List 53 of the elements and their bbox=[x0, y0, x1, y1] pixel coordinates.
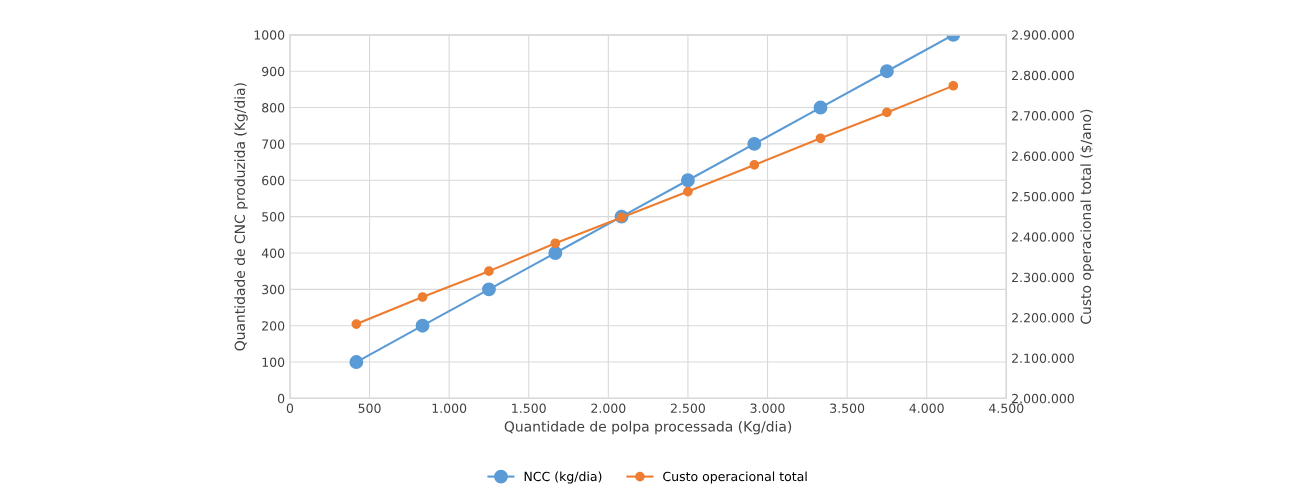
y-tick-label: 200 bbox=[262, 321, 285, 331]
point bbox=[351, 319, 362, 329]
y2-tick-label: 2.800.000 bbox=[1012, 70, 1074, 81]
y2-tick-label: 2.300.000 bbox=[1012, 272, 1074, 283]
y-tick-label: 800 bbox=[262, 103, 285, 113]
point bbox=[747, 136, 762, 151]
y2-tick-label: 2.700.000 bbox=[1012, 111, 1074, 121]
y-tick-label: 400 bbox=[261, 248, 285, 258]
point bbox=[813, 100, 828, 115]
x-tick-label: 0 bbox=[286, 403, 294, 413]
x-tick-label: 4.000 bbox=[909, 403, 944, 413]
y2-tick-label: 2.100.000 bbox=[1012, 353, 1074, 363]
point bbox=[484, 266, 494, 277]
x-tick-label: 4.500 bbox=[989, 403, 1024, 413]
point bbox=[879, 64, 894, 79]
point bbox=[550, 238, 561, 249]
point bbox=[882, 107, 892, 118]
point bbox=[683, 186, 693, 197]
y2-tick-label: 2.500.000 bbox=[1012, 191, 1074, 202]
point bbox=[680, 173, 695, 188]
y-tick-label: 0 bbox=[277, 393, 285, 404]
y2-tick-label: 2.200.000 bbox=[1012, 313, 1074, 323]
point bbox=[948, 80, 959, 91]
point bbox=[415, 318, 430, 333]
y-axis-title: Quantidade de CNC produzida (Kg/dia) bbox=[234, 83, 248, 351]
legend-label: Custo operacional total bbox=[663, 471, 807, 484]
y-tick-label: 900 bbox=[262, 66, 285, 77]
point bbox=[417, 292, 428, 302]
x-tick-label: 2.500 bbox=[670, 403, 705, 413]
y-tick-label: 100 bbox=[262, 357, 285, 367]
point bbox=[548, 246, 563, 260]
y-tick-label: 600 bbox=[262, 175, 285, 186]
y-tick-label: 700 bbox=[262, 139, 285, 149]
x-tick-label: 2.000 bbox=[591, 403, 626, 413]
y2-tick-label: 2.900.000 bbox=[1012, 30, 1074, 40]
point bbox=[481, 282, 496, 297]
point bbox=[349, 355, 364, 369]
y-tick-label: 1000 bbox=[254, 30, 285, 40]
y2-tick-label: 2.000.000 bbox=[1012, 393, 1074, 404]
y-tick-label: 500 bbox=[262, 212, 285, 222]
legend-label: NCC (kg/dia) bbox=[524, 471, 602, 484]
y2-tick-label: 2.600.000 bbox=[1012, 151, 1074, 161]
x-tick-label: 3.000 bbox=[750, 403, 785, 413]
y2-axis-title: Custo operacional total ($/ano) bbox=[1080, 109, 1094, 324]
point bbox=[749, 160, 760, 170]
point bbox=[815, 133, 826, 144]
y-tick-label: 300 bbox=[262, 284, 285, 295]
x-tick-label: 1.500 bbox=[512, 403, 546, 413]
x-tick-label: 1.000 bbox=[432, 403, 467, 413]
x-tick-label: 500 bbox=[358, 403, 381, 413]
x-axis-title: Quantidade de polpa processada (Kg/dia) bbox=[504, 420, 792, 435]
x-tick-label: 3.500 bbox=[830, 403, 865, 413]
y2-tick-label: 2.400.000 bbox=[1012, 232, 1074, 242]
